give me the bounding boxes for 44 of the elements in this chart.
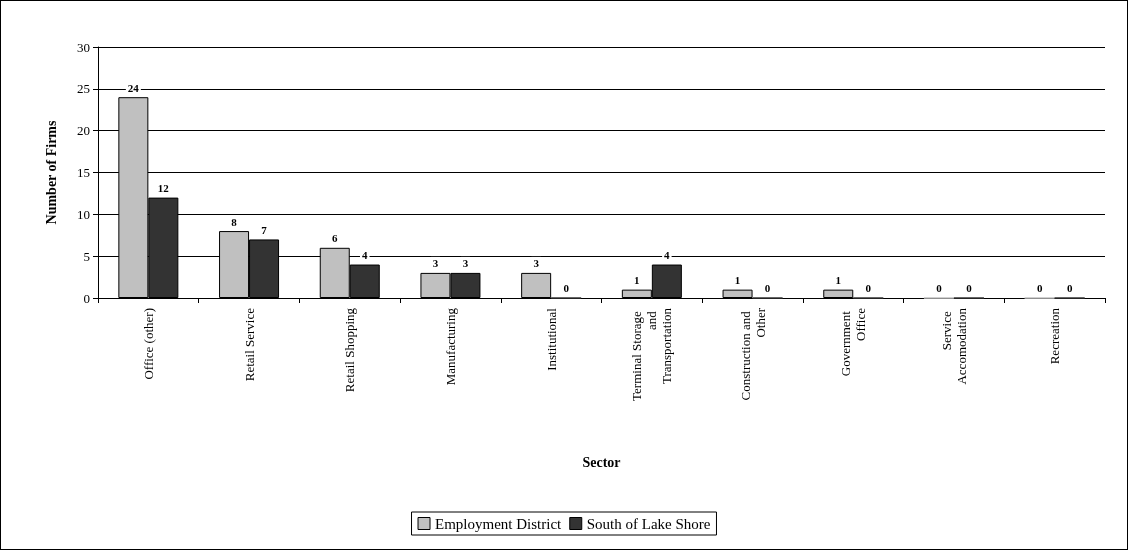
data-label: 4	[664, 249, 671, 262]
data-label: 0	[764, 282, 771, 294]
y-tick-label: 0	[83, 290, 90, 306]
x-tick-label: Retail Shopping	[342, 307, 358, 393]
x-tick-label: Office (other)	[140, 308, 156, 380]
data-label: 3	[533, 257, 540, 270]
data-label: 7	[261, 223, 268, 236]
data-label: 6	[332, 232, 338, 245]
data-label: 0	[936, 282, 943, 294]
x-tick-label: Government Office	[838, 307, 869, 377]
y-tick-label: 20	[77, 123, 90, 139]
x-tick-label: Institutional	[543, 307, 559, 371]
y-tick-label: 25	[77, 81, 90, 97]
x-tick-label: Construction and Other	[737, 307, 768, 401]
x-tick-label: Recreation	[1047, 307, 1063, 365]
data-label: 0	[966, 282, 973, 294]
bar	[521, 272, 552, 298]
y-axis-title: Number of Firms	[43, 119, 59, 225]
x-tick-label: Manufacturing	[442, 307, 458, 386]
legend-label: Employment District	[435, 515, 563, 532]
y-tick-label: 15	[77, 165, 90, 180]
y-tick-label: 5	[83, 248, 90, 264]
data-label: 0	[563, 282, 570, 294]
x-tick-label: Retail Service	[241, 307, 257, 382]
x-tick-label: Service Accomodation	[938, 307, 969, 385]
legend-label: South of Lake Shore	[586, 515, 711, 532]
bar	[823, 289, 854, 298]
y-tick-label: 30	[77, 39, 90, 55]
data-label: 1	[734, 274, 741, 287]
data-label: 4	[362, 249, 368, 262]
data-label: 1	[634, 274, 640, 287]
data-label: 24	[127, 81, 140, 94]
x-tick-label: Terminal Storage and Transportation	[629, 307, 675, 401]
data-label: 3	[432, 257, 439, 270]
data-label: 0	[1066, 282, 1073, 294]
data-label: 1	[835, 274, 841, 287]
data-label: 0	[865, 282, 872, 294]
data-label: 0	[1036, 282, 1043, 294]
data-label: 12	[157, 182, 170, 195]
bar	[722, 289, 753, 298]
y-tick-label: 10	[77, 206, 90, 222]
data-label: 8	[231, 215, 238, 228]
x-axis-title: Sector	[582, 454, 621, 470]
data-label: 3	[462, 257, 469, 270]
